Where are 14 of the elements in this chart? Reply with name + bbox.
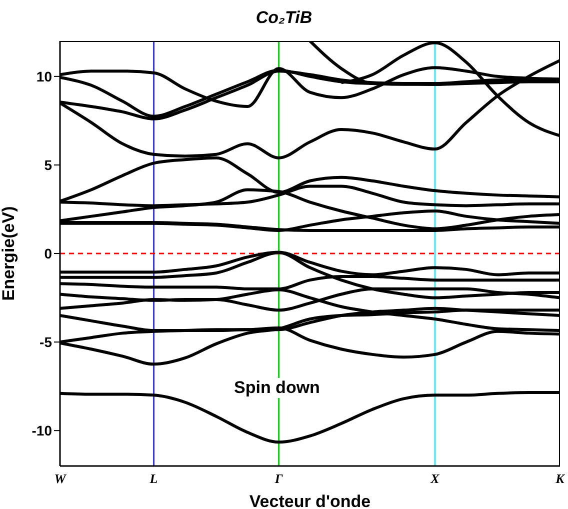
y-tick-label: -10 bbox=[32, 422, 52, 439]
y-axis-title: Energie(eV) bbox=[0, 206, 18, 301]
y-tick-label: 10 bbox=[36, 68, 52, 84]
y-tick-label: 5 bbox=[44, 156, 52, 173]
x-tick-label: W bbox=[54, 471, 68, 486]
y-tick-label: -5 bbox=[40, 334, 52, 350]
x-tick-label: X bbox=[430, 471, 440, 486]
x-tick-label: Γ bbox=[274, 471, 283, 486]
y-tick-label: 0 bbox=[44, 245, 52, 262]
annotation: Spin down bbox=[232, 378, 322, 398]
x-axis-title: Vecteur d'onde bbox=[249, 492, 371, 509]
x-tick-label: K bbox=[554, 471, 566, 486]
chart-title: Co₂TiB bbox=[254, 8, 314, 28]
x-tick-label: L bbox=[148, 471, 158, 486]
